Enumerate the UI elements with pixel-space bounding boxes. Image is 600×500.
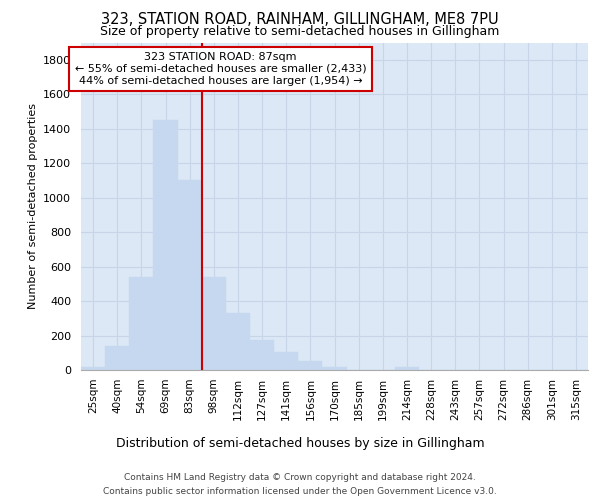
- Bar: [178, 180, 202, 370]
- Text: 323, STATION ROAD, RAINHAM, GILLINGHAM, ME8 7PU: 323, STATION ROAD, RAINHAM, GILLINGHAM, …: [101, 12, 499, 28]
- Bar: [154, 120, 178, 370]
- Bar: [395, 368, 419, 370]
- Bar: [105, 346, 129, 370]
- Text: Size of property relative to semi-detached houses in Gillingham: Size of property relative to semi-detach…: [100, 25, 500, 38]
- Y-axis label: Number of semi-detached properties: Number of semi-detached properties: [28, 104, 38, 309]
- Text: Contains public sector information licensed under the Open Government Licence v3: Contains public sector information licen…: [103, 488, 497, 496]
- Bar: [202, 277, 226, 370]
- Bar: [298, 360, 322, 370]
- Bar: [250, 340, 274, 370]
- Text: 323 STATION ROAD: 87sqm
← 55% of semi-detached houses are smaller (2,433)
44% of: 323 STATION ROAD: 87sqm ← 55% of semi-de…: [74, 52, 366, 86]
- Text: Distribution of semi-detached houses by size in Gillingham: Distribution of semi-detached houses by …: [116, 438, 484, 450]
- Bar: [322, 368, 347, 370]
- Bar: [81, 368, 105, 370]
- Bar: [226, 313, 250, 370]
- Bar: [274, 352, 298, 370]
- Text: Contains HM Land Registry data © Crown copyright and database right 2024.: Contains HM Land Registry data © Crown c…: [124, 472, 476, 482]
- Bar: [129, 277, 154, 370]
